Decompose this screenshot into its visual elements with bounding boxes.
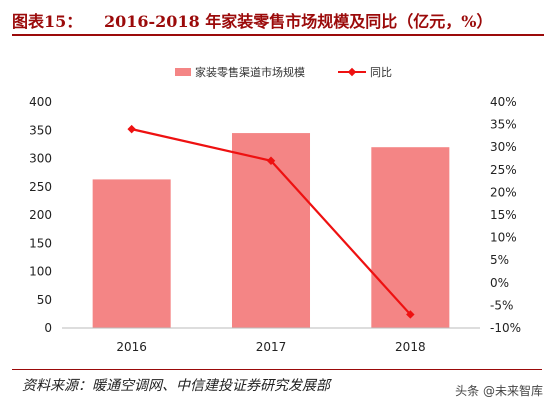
y-right-tick-label: -5% [490,298,513,312]
y-left-tick-label: 400 [29,95,52,109]
figure-header: 图表15： 2016-2018 年家装零售市场规模及同比（亿元，%） [12,8,544,36]
divider [12,369,542,370]
figure-title: 2016-2018 年家装零售市场规模及同比（亿元，%） [104,12,493,31]
y-left-tick-label: 200 [29,208,52,222]
y-right-tick-label: 35% [490,118,517,132]
y-right-tick-label: -10% [490,321,521,335]
y-right-tick-label: 20% [490,185,517,199]
y-right-tick-label: 5% [490,253,509,267]
y-left-tick-label: 250 [29,180,52,194]
legend-marker-line [347,67,357,77]
y-right-tick-label: 25% [490,163,517,177]
y-left-tick-label: 350 [29,123,52,137]
y-right-tick-label: 0% [490,276,509,290]
bar-2018 [371,147,450,328]
y-right-tick-label: 10% [490,231,517,245]
legend-label-bar: 家装零售渠道市场规模 [195,65,305,79]
source-note: 资料来源：暖通空调网、中信建投证券研究发展部 [22,378,330,394]
bar-2016 [92,179,171,328]
legend-swatch-bar [175,68,191,76]
line-point-2018 [406,310,415,319]
line-point-2016 [127,124,136,134]
x-tick-label-2016: 2016 [116,340,147,354]
y-left-tick-label: 300 [29,152,52,166]
y-left-tick-label: 50 [37,293,52,307]
y-right-tick-label: 15% [490,208,517,222]
bar-2017 [231,133,311,328]
x-tick-label-2017: 2017 [256,340,287,354]
y-left-tick-label: 100 [29,265,52,279]
x-tick-label-2018: 2018 [395,340,426,354]
y-right-tick-label: 30% [490,140,517,154]
watermark: 头条 @未来智库 [455,384,543,398]
chart: 家装零售渠道市场规模 同比 0 50 100 150 200 250 300 350 400 -10%… [29,65,521,354]
line-point-2017 [266,156,276,166]
y-right-tick-label: 40% [490,95,517,109]
legend-label-line: 同比 [370,66,392,79]
y-left-tick-label: 150 [29,236,52,250]
figure-label: 图表15： [12,12,83,31]
y-left-tick-label: 0 [44,321,52,335]
